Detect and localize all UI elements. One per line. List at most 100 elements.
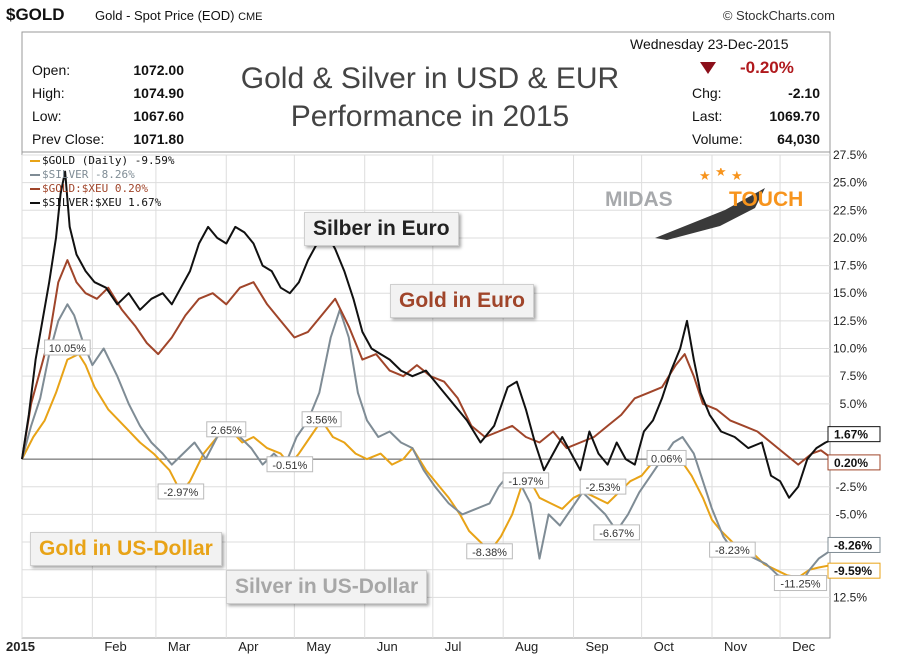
symbol-description: Gold - Spot Price (EOD) CME [95,8,263,23]
annotation-label: -11.25% [780,579,820,591]
callout-silver-usd: Silver in US-Dollar [226,570,428,604]
legend-label-silver: $SILVER -8.26% [42,168,135,181]
annotation-box [157,483,205,500]
annotations-group: 10.05% 2.65% 3.56% -0.51% -2.97% -1.97% -2.53%… [44,339,828,592]
y-tick-label: 12.5% [833,314,867,328]
annotation-box [301,411,342,428]
end-label: -9.59% [834,564,872,578]
y-tick-label: 27.5% [833,148,867,162]
prev-close-label: Prev Close: [32,131,105,147]
annotation-label: -0.51% [272,460,307,472]
chg-value: -2.10 [788,85,820,101]
annotation-box [206,421,247,438]
source: © StockCharts.com [722,8,835,23]
logo-star-2: ★ [715,168,727,179]
symbol: $GOLD [6,5,65,24]
open-label: Open: [32,62,71,78]
annotation-label: -8.38% [472,547,507,559]
legend-item-silver: $SILVER -8.26% [30,168,174,182]
end-label: 0.20% [834,456,868,470]
y-tick-label: 10.0% [833,342,867,356]
description-text: Gold - Spot Price (EOD) [95,8,235,23]
change-percent: -0.20% [740,58,794,77]
high-value: 1074.90 [133,85,184,101]
end-label-box [827,562,881,579]
logo-text-touch: TOUCH [729,188,804,211]
logo-bull-shape [655,188,765,240]
annotation-label: -6.67% [599,528,634,540]
y-tick-label: 7.5% [840,369,868,383]
x-tick-label: Jun [377,639,398,654]
midas-touch-logo: ★ ★ ★ MIDAS TOUCH [605,164,815,243]
annotation-label: 3.56% [306,415,337,427]
low-label: Low: [32,108,62,124]
annotation-label: -8.23% [715,545,750,557]
end-labels: 1.67% 0.20% -8.26% -9.59% [827,426,881,579]
y-tick-label: 17.5% [833,259,867,273]
y-tick-label: 20.0% [833,231,867,245]
annotation-label: 0.06% [651,453,682,465]
x-tick-label: Aug [515,639,538,654]
y-tick-labels: 27.5% 25.0% 22.5% 20.0% 17.5% 15.0% 12.5% 10.0%… [829,148,867,604]
y-tick-label: 15.0% [833,286,867,300]
end-label: 1.67% [834,428,868,442]
end-label-box [827,536,881,553]
legend-label-gold-eur: $GOLD:$XEU 0.20% [42,182,148,195]
x-tick-label: Oct [654,639,675,654]
last-label: Last: [692,108,723,124]
annotation-box [466,543,513,560]
legend-label-gold: $GOLD (Daily) -9.59% [42,154,175,167]
x-tick-label: Mar [168,639,191,654]
series-line-silver-eur [21,170,831,499]
y-tick-label: -2.5% [836,480,868,494]
annotation-box [646,449,687,466]
legend-label-silver-eur: $SILVER:$XEU 1.67% [42,196,162,209]
end-label-box [827,454,881,471]
title-line-2: Performance in 2015 [290,100,570,133]
callout-gold-euro: Gold in Euro [390,284,534,318]
last-value: 1069.70 [769,108,820,124]
quote-date: Wednesday 23-Dec-2015 [630,36,789,52]
logo-graphic: ★ ★ ★ [655,164,765,240]
series-line-gold [21,353,831,579]
open-value: 1072.00 [133,62,184,78]
annotation-label: 10.05% [49,343,87,355]
legend-item-silver-eur: $SILVER:$XEU 1.67% [30,196,174,210]
annotation-box [44,339,91,356]
end-label-box [827,426,881,443]
annotation-box [709,541,756,558]
x-tick-label: Feb [104,639,126,654]
annotation-box [593,524,640,541]
volume-label: Volume: [692,131,743,147]
annotation-label: -2.97% [163,487,198,499]
title-line-1: Gold & Silver in USD & EUR [240,62,620,95]
x-tick-label: Dec [792,639,816,654]
x-tick-label: Jul [445,639,462,654]
x-tick-label: Apr [238,639,259,654]
y-tick-label: 5.0% [840,397,868,411]
x-tick-labels: 2015 Feb Mar Apr May Jun Jul Aug Sep Oct Nov Dec [6,639,816,654]
annotation-label: -1.97% [508,476,543,488]
volume-value: 64,030 [777,131,820,147]
high-label: High: [32,85,65,101]
logo-star-1: ★ [699,168,711,183]
annotation-box [773,575,828,592]
logo-star-3: ★ [731,168,743,183]
legend-item-gold: $GOLD (Daily) -9.59% [30,154,174,168]
series-line-gold-eur [21,259,831,466]
chart-header: $GOLD Gold - Spot Price (EOD) CME © Stoc… [0,0,903,28]
legend-item-gold-eur: $GOLD:$XEU 0.20% [30,182,174,196]
callout-gold-usd: Gold in US-Dollar [30,532,222,566]
chg-label: Chg: [692,85,722,101]
y-tick-label: -5.0% [836,507,868,521]
series-group [21,170,831,586]
x-tick-label: Sep [586,639,609,654]
y-tick-label: 25.0% [833,176,867,190]
annotation-box [579,478,627,495]
x-tick-label: Nov [724,639,748,654]
callout-silber-euro: Silber in Euro [304,212,459,246]
annotation-box [266,456,314,473]
x-tick-label: 2015 [6,639,35,654]
legend: $GOLD (Daily) -9.59% $SILVER -8.26% $GOL… [30,154,174,210]
